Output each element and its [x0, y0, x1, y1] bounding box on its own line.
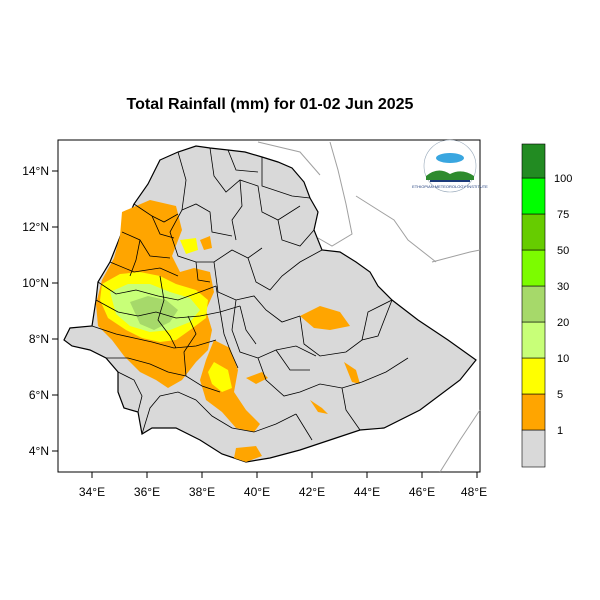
rainfall-zones-green	[130, 296, 178, 330]
legend-label: 1	[557, 425, 563, 437]
legend-bin	[521, 357, 546, 395]
x-tick-label: 36°E	[134, 485, 160, 499]
logo-caption: ETHIOPIAN METEOROLOGY INSTITUTE	[412, 184, 488, 189]
legend-label: 5	[557, 389, 563, 401]
y-tick-label: 12°N	[22, 220, 49, 234]
meteorology-agency-logo: ETHIOPIAN METEOROLOGY INSTITUTE	[412, 139, 488, 193]
hills-icon	[426, 170, 474, 180]
legend-bin	[521, 249, 546, 287]
x-tick-label: 38°E	[189, 485, 215, 499]
legend-label: 30	[557, 281, 569, 293]
legend-bin	[521, 393, 546, 431]
x-tick-label: 48°E	[461, 485, 487, 499]
legend-label: 75	[557, 209, 569, 221]
legend-bin	[521, 285, 546, 323]
y-tick-label: 10°N	[22, 276, 49, 290]
x-axis: 34°E 36°E 38°E 40°E 42°E 44°E 46°E 48°E	[79, 472, 487, 499]
legend-bin	[521, 177, 546, 215]
x-tick-label: 44°E	[354, 485, 380, 499]
legend-label: 20	[557, 317, 569, 329]
y-tick-label: 14°N	[22, 164, 49, 178]
y-tick-label: 8°N	[29, 332, 49, 346]
admin-boundaries	[91, 147, 409, 441]
y-tick-label: 6°N	[29, 388, 49, 402]
x-tick-label: 42°E	[299, 485, 325, 499]
cloud-icon	[436, 153, 464, 163]
x-tick-label: 40°E	[244, 485, 270, 499]
legend-bin	[521, 213, 546, 251]
y-tick-label: 4°N	[29, 444, 49, 458]
neighbor-borders	[257, 141, 481, 473]
map-title: Total Rainfall (mm) for 01-02 Jun 2025	[126, 96, 414, 113]
legend-label: 100	[554, 173, 572, 185]
legend-bin	[521, 429, 546, 468]
legend-bin	[521, 143, 546, 179]
x-tick-label: 46°E	[409, 485, 435, 499]
legend-colorbar: 1 5 10 20 30 50 75 100	[521, 143, 572, 468]
y-axis: 14°N 12°N 10°N 8°N 6°N 4°N	[22, 164, 58, 458]
legend-label: 10	[557, 353, 569, 365]
legend-bin	[521, 321, 546, 359]
x-tick-label: 34°E	[79, 485, 105, 499]
legend-label: 50	[557, 245, 569, 257]
